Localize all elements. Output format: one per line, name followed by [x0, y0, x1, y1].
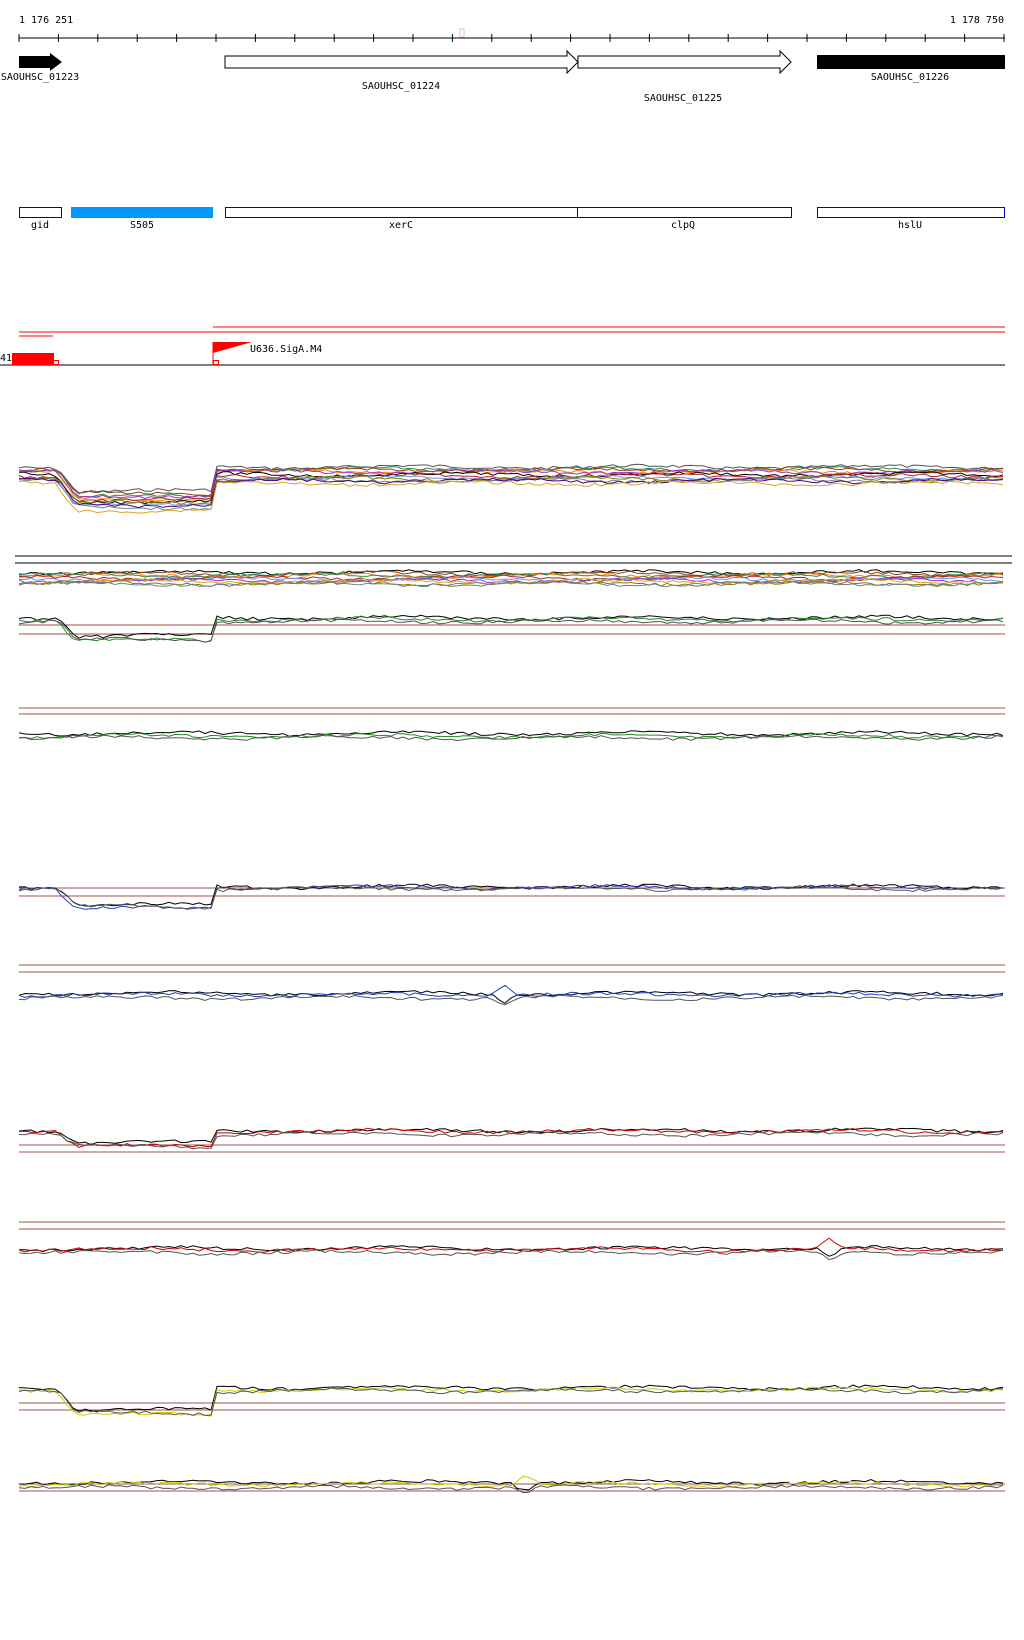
track-green-plus — [18, 614, 1005, 643]
gene-label-SAOUHSC_01224: SAOUHSC_01224 — [362, 81, 440, 92]
expression-tracks — [15, 463, 1012, 1494]
signal-line — [18, 732, 1004, 740]
signal-line — [18, 1484, 1004, 1494]
signal-line — [18, 1127, 1004, 1148]
feature-box-gid[interactable] — [19, 207, 62, 218]
feature-box-xerC[interactable] — [225, 207, 578, 218]
signal-line — [18, 616, 1004, 643]
signal-line — [18, 1386, 1004, 1417]
signal-line — [18, 1249, 1004, 1261]
signal-line — [18, 1131, 1004, 1150]
gene-track: SAOUHSC_01223 SAOUHSC_01224 SAOUHSC_0122… — [1, 49, 1005, 104]
feature-label-hslU: hslU — [898, 220, 922, 231]
ruler-end-label: 1 178 750 — [950, 15, 1004, 26]
ruler-cursor-marker[interactable] — [459, 28, 465, 38]
signal-line — [18, 578, 1003, 585]
track-multi-condition-2 — [15, 555, 1012, 588]
gene-label-SAOUHSC_01223: SAOUHSC_01223 — [1, 72, 79, 83]
signal-line — [18, 994, 1004, 1006]
signal-line — [18, 468, 1004, 499]
signal-line — [18, 576, 1004, 583]
gene-arrow-SAOUHSC_01225[interactable] — [577, 49, 792, 75]
signal-line — [18, 1384, 1004, 1413]
signal-line — [18, 1475, 1003, 1488]
track-red-plus — [18, 1127, 1005, 1153]
promoter-track: 541 U636.SigA.M4 — [0, 326, 1005, 366]
signal-line — [18, 618, 1004, 643]
feature-track: gid S505 xerC clpQ hslU — [19, 207, 1005, 231]
signal-line — [18, 984, 1004, 998]
track-blue-minus — [18, 964, 1005, 1006]
signal-line — [18, 730, 1004, 737]
coordinate-ruler: 1 176 251 1 178 750 — [18, 15, 1005, 42]
signal-line — [18, 580, 1004, 588]
signal-line — [18, 1237, 1004, 1253]
signal-line — [18, 477, 1004, 511]
signal-line — [18, 580, 1004, 588]
signal-line — [18, 734, 1004, 742]
signal-line — [18, 1127, 1004, 1146]
promoter-tss-left — [53, 360, 59, 365]
signal-line — [18, 475, 1004, 506]
promoter-block-left[interactable] — [12, 353, 54, 365]
feature-box-hslU[interactable] — [817, 207, 1005, 218]
track-yellow-plus — [18, 1384, 1005, 1417]
track-multi-condition-1 — [18, 463, 1004, 514]
ruler-ticks — [18, 34, 1005, 42]
gene-arrow-SAOUHSC_01223[interactable] — [19, 53, 62, 71]
feature-label-S505: S505 — [130, 220, 154, 231]
gene-label-SAOUHSC_01225: SAOUHSC_01225 — [644, 93, 722, 104]
feature-box-clpQ[interactable] — [577, 207, 792, 218]
signal-line — [18, 571, 1004, 579]
signal-line — [18, 463, 1004, 494]
feature-label-gid: gid — [31, 220, 49, 231]
track-green-minus — [18, 707, 1005, 742]
feature-label-xerC: xerC — [389, 220, 413, 231]
promoter-label-left: 541 — [0, 353, 12, 364]
promoter-flag-U636[interactable] — [213, 342, 252, 353]
promoter-label-U636: U636.SigA.M4 — [250, 344, 322, 355]
track-yellow-minus — [18, 1475, 1005, 1494]
signal-line — [18, 477, 1004, 509]
ruler-start-label: 1 176 251 — [19, 15, 73, 26]
signal-line — [18, 480, 1004, 514]
promoter-tss-U636 — [213, 360, 219, 365]
signal-line — [18, 1245, 1004, 1257]
track-blue-plus — [18, 883, 1005, 910]
feature-label-clpQ: clpQ — [671, 220, 695, 231]
feature-box-S505[interactable] — [71, 207, 213, 218]
signal-line — [18, 1387, 1004, 1417]
signal-line — [18, 466, 1004, 498]
gene-arrow-SAOUHSC_01226[interactable] — [817, 55, 1005, 69]
gene-label-SAOUHSC_01226: SAOUHSC_01226 — [871, 72, 949, 83]
track-red-minus — [18, 1221, 1005, 1261]
signal-line — [18, 885, 1004, 910]
gene-arrow-SAOUHSC_01224[interactable] — [224, 49, 579, 75]
